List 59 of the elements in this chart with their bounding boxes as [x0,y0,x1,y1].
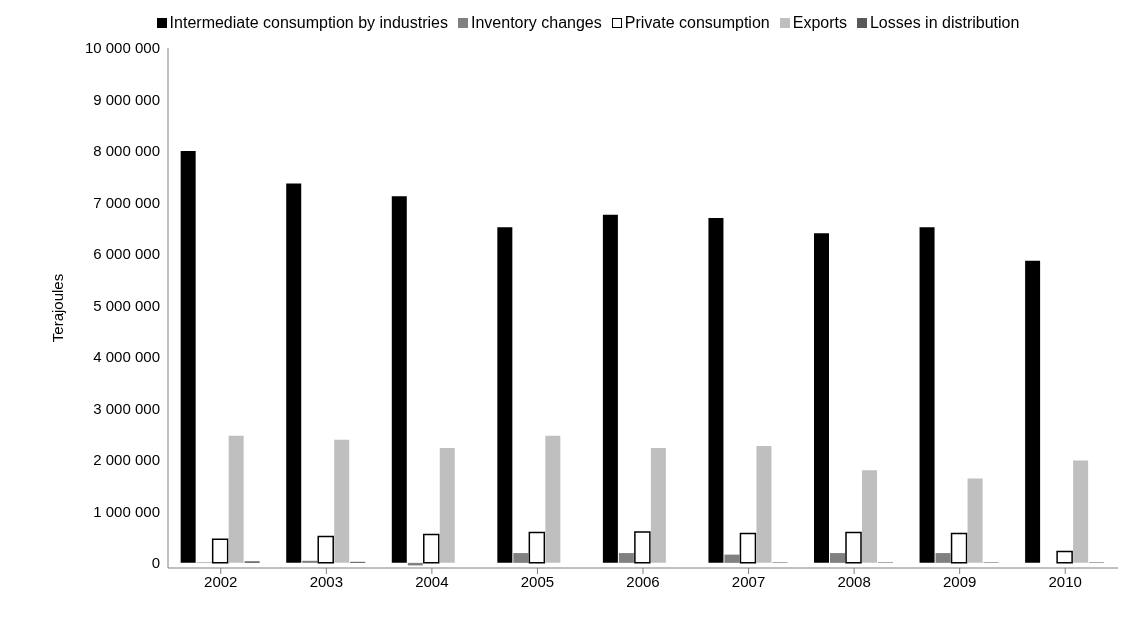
bar [1025,260,1041,563]
legend-label: Losses in distribution [869,14,1020,32]
bar [602,214,618,563]
bar [618,553,634,563]
bar [286,183,302,563]
bar [302,560,318,563]
bar [228,435,244,563]
bar [513,553,529,563]
bar [1073,460,1089,563]
y-tick-label: 0 [151,554,160,572]
x-tick-label: 2008 [837,572,871,590]
x-tick-label: 2002 [204,572,238,590]
legend-label: Exports [792,14,847,32]
x-tick-label: 2005 [520,572,555,590]
bar [391,196,407,563]
y-tick-label: 10 000 000 [84,39,160,57]
bar [830,553,845,563]
y-tick-label: 8 000 000 [93,142,160,160]
y-tick-label: 9 000 000 [93,90,160,108]
bar [650,448,666,563]
bar [317,535,334,564]
bar [439,448,455,563]
bar [739,532,757,564]
legend-label: Inventory changes [470,14,602,32]
x-tick-label: 2010 [1048,572,1082,590]
bar [756,445,772,563]
legend-label: Private consumption [624,14,770,32]
bar [180,150,196,563]
bar [423,533,440,564]
bar [935,553,951,563]
bar [634,531,651,564]
x-tick-label: 2004 [415,572,449,590]
bar [528,531,546,564]
bar [862,470,877,563]
bar [545,435,561,563]
bar [967,478,983,563]
bar [497,227,513,563]
y-tick-label: 5 000 000 [93,296,160,314]
y-tick-label: 4 000 000 [93,348,160,366]
y-axis-title: Terajoules [49,273,67,343]
bar [814,233,829,563]
y-tick-label: 7 000 000 [93,193,160,211]
bar [950,532,968,564]
y-tick-label: 3 000 000 [93,399,160,417]
x-tick-label: 2009 [942,572,977,590]
bar [724,554,740,563]
bar [1056,550,1073,564]
x-tick-label: 2006 [626,572,660,590]
bar [334,439,350,563]
x-tick-label: 2007 [731,572,766,590]
y-tick-label: 6 000 000 [93,245,160,263]
y-tick-label: 2 000 000 [93,451,160,469]
bar [845,531,862,564]
x-tick-label: 2003 [309,572,344,590]
y-tick-label: 1 000 000 [93,502,160,520]
bar [919,227,935,563]
legend-label: Intermediate consumption by industries [169,14,448,32]
bar [211,538,229,564]
bar [708,217,724,563]
